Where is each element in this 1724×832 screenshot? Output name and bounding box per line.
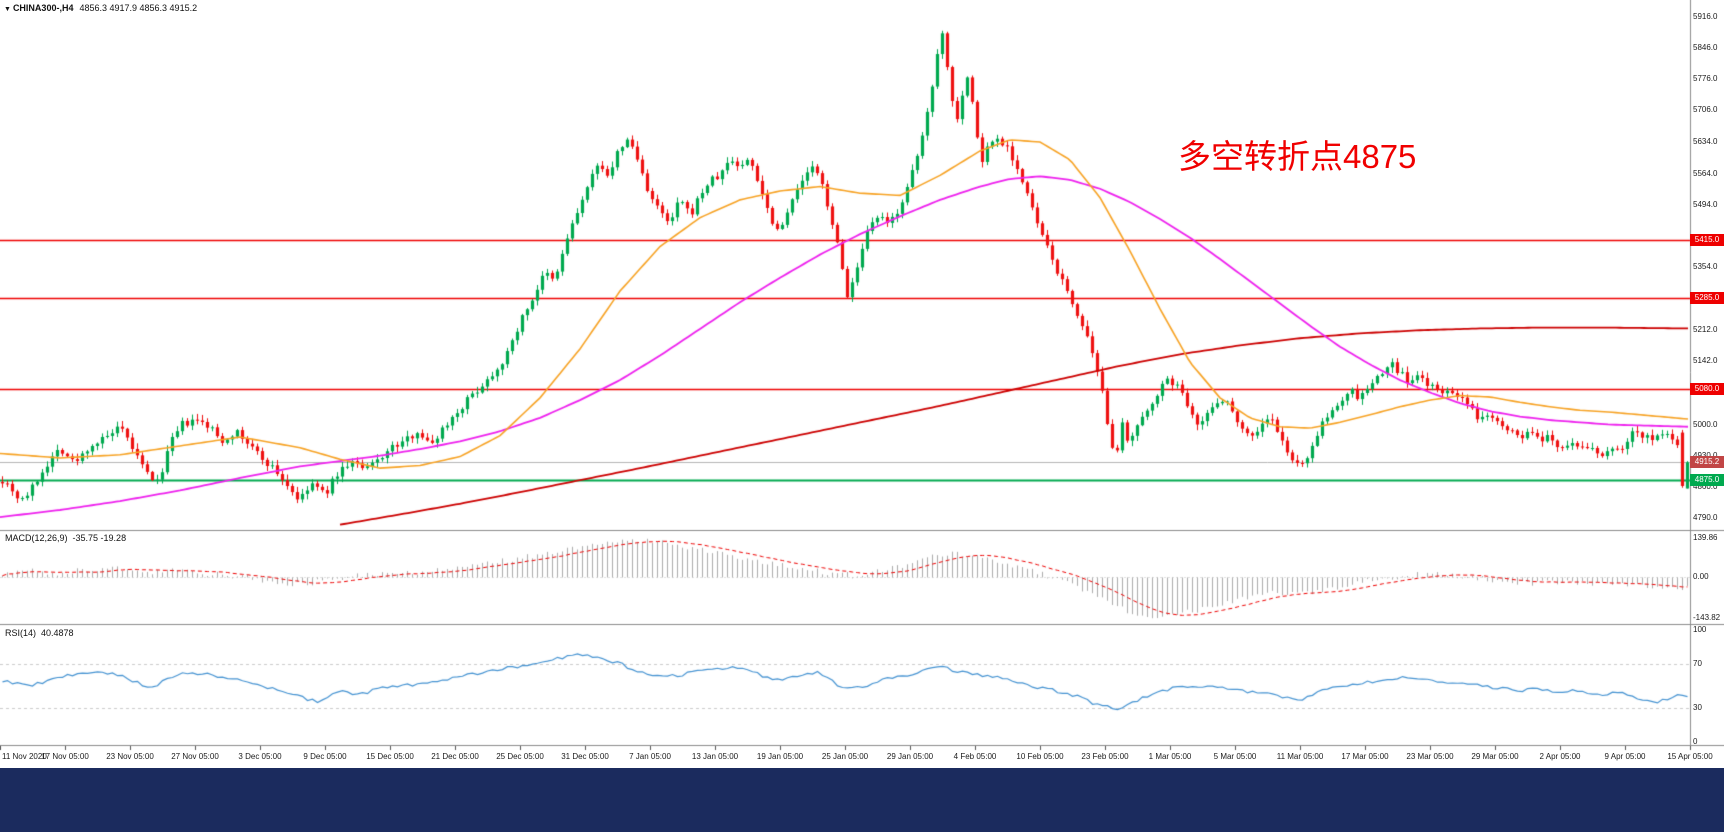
macd-name: MACD(12,26,9): [5, 533, 68, 543]
dropdown-arrow-icon[interactable]: ▼: [4, 6, 11, 13]
macd-values: -35.75 -19.28: [72, 533, 127, 543]
rsi-value: 40.4878: [41, 628, 74, 638]
chart-plot[interactable]: [0, 0, 1724, 768]
page-footer: [0, 768, 1724, 832]
symbol-name: CHINA300-,H4: [12, 3, 74, 13]
ohlc-values: 4856.3 4917.9 4856.3 4915.2: [79, 3, 198, 13]
rsi-name: RSI(14): [5, 628, 37, 638]
rsi-label: RSI(14) 40.4878: [5, 628, 74, 638]
symbol-info: ▼ CHINA300-,H4 4856.3 4917.9 4856.3 4915.2: [4, 3, 197, 13]
annotation-text: 多空转折点4875: [1178, 138, 1417, 175]
macd-label: MACD(12,26,9) -35.75 -19.28: [5, 533, 126, 543]
